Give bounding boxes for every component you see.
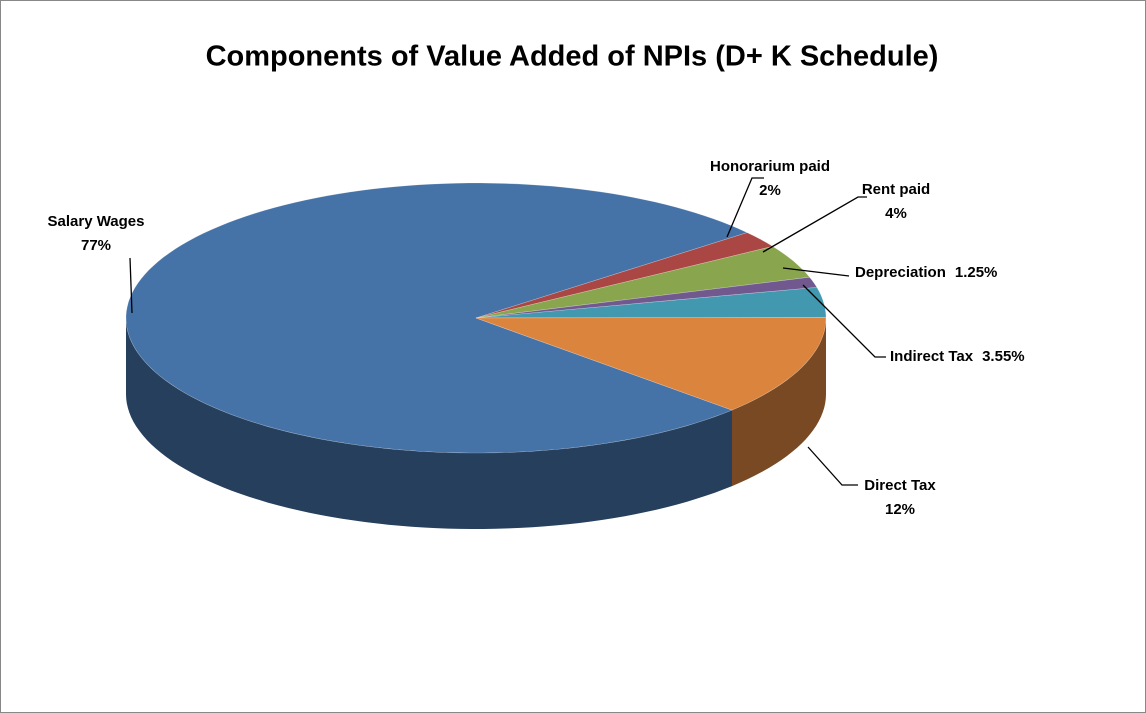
chart-title: Components of Value Added of NPIs (D+ K … xyxy=(206,41,939,73)
data-label-value: 3.55% xyxy=(982,348,1025,365)
data-label: Depreciation 1.25% xyxy=(855,264,997,281)
slice-side xyxy=(732,318,826,487)
leader-line xyxy=(807,446,858,486)
data-labels: Salary Wages 77% Honorarium paid 2% Rent pai… xyxy=(48,158,1025,518)
leader-line xyxy=(726,177,764,238)
data-label-value: 1.25% xyxy=(955,264,998,281)
data-label-value: 2% xyxy=(759,182,781,199)
data-label: Indirect Tax 3.55% xyxy=(890,348,1025,365)
slice xyxy=(475,246,811,319)
pie-sides xyxy=(126,318,826,529)
data-label-name: Depreciation xyxy=(855,264,946,281)
data-label-value: 12% xyxy=(885,501,915,518)
data-label-name: Direct Tax xyxy=(864,477,936,494)
slice xyxy=(475,287,827,319)
slice xyxy=(475,316,827,411)
slice xyxy=(125,182,748,454)
leader-line xyxy=(802,284,886,358)
leader-line xyxy=(129,257,133,314)
data-label-value: 4% xyxy=(885,205,907,222)
data-label-value: 77% xyxy=(81,237,111,254)
data-label-name: Rent paid xyxy=(862,181,930,198)
data-label-name: Salary Wages xyxy=(48,213,145,230)
pie-tops xyxy=(125,182,827,454)
data-label-name: Indirect Tax xyxy=(890,348,974,365)
leader-line xyxy=(762,196,867,253)
slice-side xyxy=(126,318,732,529)
data-label-name: Honorarium paid xyxy=(710,158,830,175)
leader-line xyxy=(782,267,850,277)
